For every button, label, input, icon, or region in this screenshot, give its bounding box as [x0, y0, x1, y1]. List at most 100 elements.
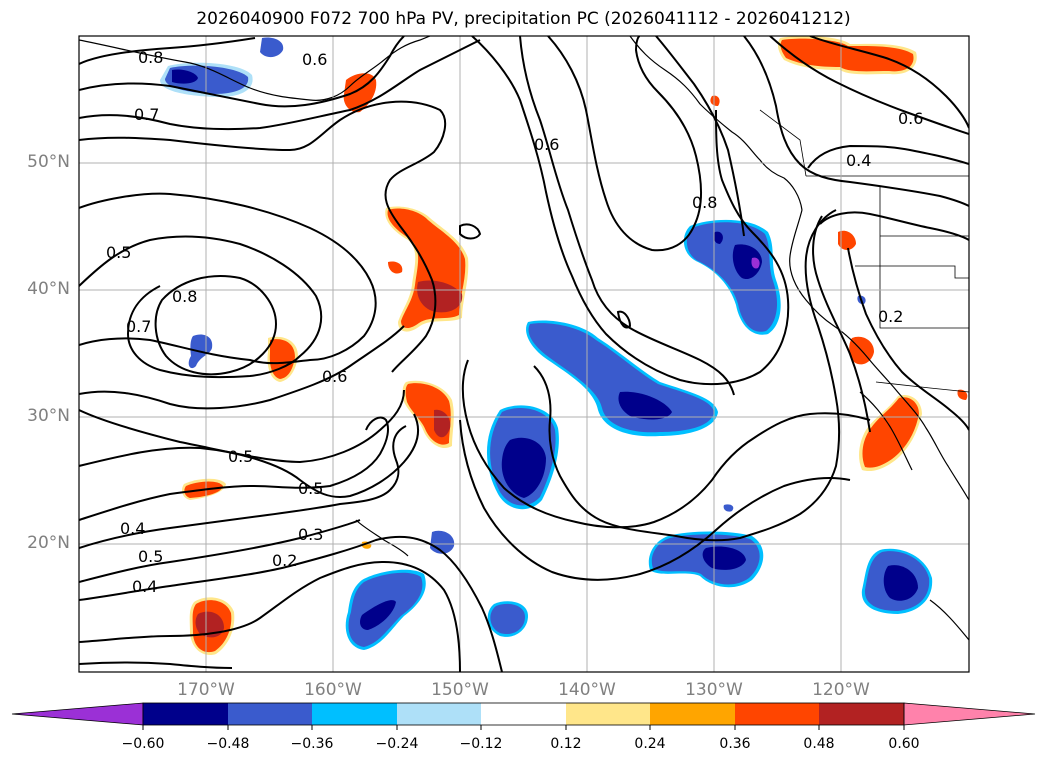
- pv-contours: [79, 36, 969, 672]
- contour-label: 0.4: [132, 577, 157, 596]
- coastline-baja: [859, 391, 913, 471]
- map-plot-area: 0.8 0.6 0.7 0.5 0.7 0.8 0.6 0.5 0.5 0.4 …: [79, 36, 969, 672]
- contour-label: 0.2: [878, 307, 903, 326]
- colorbar-frame: [142, 702, 905, 726]
- map-frame: [78, 35, 970, 673]
- contour-label: 0.6: [534, 135, 559, 154]
- coastline-hawaii: [355, 519, 409, 557]
- colorbar-segment: [481, 703, 566, 725]
- contour-label: 0.8: [138, 48, 163, 67]
- pv-contour: [819, 211, 969, 241]
- precip-area: [862, 397, 919, 468]
- pv-contour: [769, 36, 969, 135]
- colorbar-segment: [143, 703, 228, 725]
- contour-labels: 0.8 0.6 0.7 0.5 0.7 0.8 0.6 0.5 0.5 0.4 …: [106, 48, 923, 596]
- colorbar-tick-label: 0.60: [888, 736, 920, 752]
- contour-label: 0.7: [134, 105, 159, 124]
- contour-label: 0.8: [172, 287, 197, 306]
- colorbar-segment: [228, 703, 312, 725]
- pv-contour: [79, 535, 503, 672]
- contour-label: 0.2: [272, 551, 297, 570]
- pv-contour: [616, 310, 632, 329]
- lon-label-170w: 170°W: [177, 680, 235, 700]
- precip-area: [751, 257, 760, 269]
- contour-label: 0.4: [120, 519, 145, 538]
- lon-label-160w: 160°W: [304, 680, 362, 700]
- lon-label-120w: 120°W: [812, 680, 870, 700]
- precip-area: [528, 323, 714, 433]
- colorbar-tick-label: −0.36: [290, 736, 334, 752]
- precip-area: [838, 230, 856, 250]
- pv-contour: [79, 192, 377, 365]
- precip-area: [732, 244, 762, 280]
- coastline-mexico: [929, 599, 969, 641]
- pv-contour: [79, 37, 256, 65]
- pv-contour: [459, 419, 851, 581]
- pv-contour: [79, 100, 447, 373]
- contour-label: 0.5: [106, 243, 131, 262]
- figure-title: 2026040900 F072 700 hPa PV, precipitatio…: [196, 9, 851, 29]
- pv-contour: [79, 413, 420, 498]
- contour-label: 0.6: [322, 367, 347, 386]
- pv-contour: [519, 36, 735, 396]
- pv-contour: [79, 39, 481, 131]
- lon-label-130w: 130°W: [685, 680, 743, 700]
- precip-area: [260, 37, 284, 58]
- colorbar-tick-label: −0.60: [121, 736, 165, 752]
- precip-area: [417, 280, 463, 313]
- lat-label-30n: 30°N: [27, 406, 70, 426]
- contour-label: 0.5: [298, 479, 323, 498]
- pv-contour: [79, 235, 323, 379]
- precip-area: [195, 611, 224, 638]
- pv-contour: [655, 36, 745, 237]
- pv-contour: [547, 36, 702, 252]
- colorbar-segment: [566, 703, 650, 725]
- precip-area: [360, 600, 396, 630]
- colorbar-segment: [819, 703, 904, 725]
- lon-label-150w: 150°W: [431, 680, 489, 700]
- precip-area: [780, 38, 914, 72]
- contour-label: 0.6: [898, 109, 923, 128]
- precip-area: [723, 504, 734, 512]
- pv-contour: [79, 425, 407, 549]
- precip-area: [388, 261, 403, 274]
- colorbar-tick-label: 0.36: [719, 736, 751, 752]
- lat-label-40n: 40°N: [27, 279, 70, 299]
- contour-label: 0.6: [302, 50, 327, 69]
- lat-label-20n: 20°N: [27, 533, 70, 553]
- border-alaska-canada: [759, 109, 807, 177]
- pv-contour: [743, 36, 969, 207]
- pv-contour: [79, 36, 405, 108]
- colorbar-extend-high: [903, 702, 1036, 726]
- precip-area: [957, 389, 968, 400]
- colorbar-segment: [312, 703, 397, 725]
- colorbar-tick-label: −0.48: [206, 736, 250, 752]
- pv-contour: [459, 223, 482, 240]
- precip-area: [618, 391, 672, 420]
- pv-contour: [79, 325, 405, 410]
- pv-contour: [79, 560, 461, 672]
- precip-area: [172, 69, 198, 84]
- precip-area: [501, 437, 546, 498]
- precip-negative-areas: [160, 37, 933, 650]
- coastline-alaska-south: [629, 36, 803, 211]
- colorbar-tick-label: 0.24: [634, 736, 666, 752]
- contour-label: 0.7: [126, 317, 151, 336]
- precip-area: [883, 565, 918, 601]
- colorbar-extend-low: [11, 702, 144, 726]
- colorbar-tick-label: 0.12: [550, 736, 582, 752]
- pv-contour: [461, 359, 871, 529]
- colorbar-segment: [650, 703, 735, 725]
- colorbar: [11, 702, 1036, 730]
- coastline-alaska: [79, 36, 431, 101]
- colorbar-segment: [735, 703, 819, 725]
- colorbar-tick-label: −0.12: [459, 736, 503, 752]
- pv-contour: [812, 215, 871, 433]
- pv-contour: [471, 36, 790, 386]
- contour-label: 0.8: [692, 193, 717, 212]
- precip-area: [710, 95, 720, 106]
- pv-contour: [154, 275, 278, 376]
- border-us-mexico: [875, 381, 969, 393]
- pv-contour: [79, 661, 233, 669]
